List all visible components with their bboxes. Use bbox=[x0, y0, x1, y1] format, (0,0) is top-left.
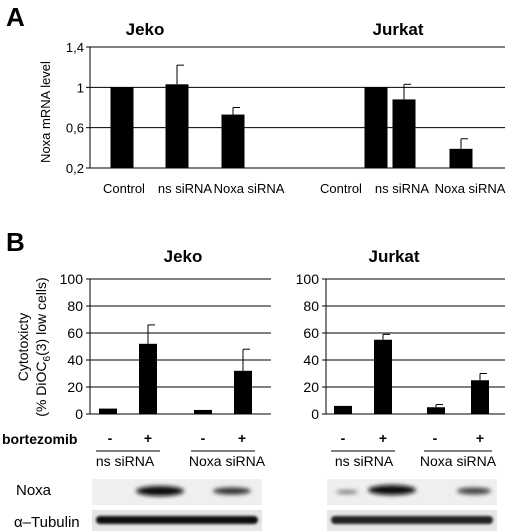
bar-b bbox=[99, 408, 117, 414]
treatment-sign: - bbox=[201, 430, 206, 446]
panel-b-ylabel-line2-post: (3) low cells) bbox=[33, 277, 49, 356]
panel-b-ylabel-line2-sub: 6 bbox=[42, 355, 53, 361]
blot-jurkat-noxa bbox=[327, 479, 497, 505]
bar-a bbox=[165, 84, 189, 168]
ytick-label-b: 60 bbox=[303, 325, 319, 341]
panel-b-ylabel-line2-pre: (% DiOC bbox=[33, 361, 49, 416]
panel-a-title-jeko: Jeko bbox=[126, 20, 165, 39]
treatment-sign: + bbox=[379, 430, 387, 446]
bar-a bbox=[392, 99, 416, 168]
sirna-label-b: ns siRNA bbox=[96, 453, 155, 469]
ytick-label-a: 1 bbox=[77, 80, 84, 95]
treatment-sign: - bbox=[341, 430, 346, 446]
panel-a-title-jurkat: Jurkat bbox=[372, 20, 423, 39]
treatment-sign: + bbox=[238, 430, 246, 446]
treatment-sign: + bbox=[144, 430, 152, 446]
panel-b: B Jeko Jurkat Cytotoxicty (% DiOC6(3) lo… bbox=[2, 227, 505, 531]
bar-a bbox=[110, 87, 134, 168]
ytick-label-b: 80 bbox=[67, 298, 83, 314]
bortezomib-label: bortezomib bbox=[2, 431, 77, 447]
panel-b-letter: B bbox=[6, 227, 25, 257]
category-label-a: Control bbox=[320, 181, 362, 196]
ytick-label-a: 0,6 bbox=[66, 121, 84, 136]
blot-label-tubulin: α–Tubulin bbox=[14, 514, 80, 531]
panel-a-ylabel: Noxa mRNA level bbox=[38, 61, 53, 163]
bar-b bbox=[374, 339, 392, 414]
panel-b-ylabel-line1: Cytotoxicty bbox=[15, 313, 31, 381]
bar-b bbox=[471, 380, 489, 414]
ytick-label-b: 40 bbox=[303, 352, 319, 368]
treatment-sign: - bbox=[108, 430, 113, 446]
bar-b bbox=[139, 343, 157, 414]
bar-b bbox=[427, 407, 445, 414]
panel-b-title-jurkat: Jurkat bbox=[368, 247, 419, 266]
panel-a-letter: A bbox=[6, 2, 25, 32]
panel-b-ylabel-2: (% DiOC6(3) low cells) bbox=[33, 277, 53, 416]
blot-label-noxa: Noxa bbox=[16, 482, 52, 499]
category-label-a: ns siRNA bbox=[375, 181, 430, 196]
panel-b-title-jeko: Jeko bbox=[164, 247, 203, 266]
blot-jeko-tubulin bbox=[92, 510, 262, 531]
bar-a bbox=[221, 114, 245, 168]
category-label-a: ns siRNA bbox=[158, 181, 213, 196]
panel-b-plot-area: 0 20 40 60 80 100 - + - + ns siRNA Noxa siRNA 0 20 40 6… bbox=[60, 271, 505, 469]
bar-a bbox=[364, 87, 388, 168]
ytick-label-b: 20 bbox=[67, 379, 83, 395]
ytick-label-a: 1,4 bbox=[66, 40, 84, 55]
ytick-label-b: 100 bbox=[296, 271, 320, 287]
category-label-a: Noxa siRNA bbox=[435, 181, 506, 196]
blot-jurkat-tubulin bbox=[327, 510, 497, 531]
ytick-label-b: 100 bbox=[60, 271, 84, 287]
blot-jeko-noxa bbox=[92, 479, 262, 505]
treatment-sign: + bbox=[476, 430, 484, 446]
ytick-label-a: 0,2 bbox=[66, 161, 84, 176]
panel-a: A Jeko Jurkat Noxa mRNA level 0,2 0,6 1 1,4… bbox=[6, 2, 506, 196]
category-label-a: Control bbox=[103, 181, 145, 196]
bar-b bbox=[194, 409, 212, 414]
ytick-label-b: 80 bbox=[303, 298, 319, 314]
ytick-label-b: 60 bbox=[67, 325, 83, 341]
ytick-label-b: 20 bbox=[303, 379, 319, 395]
sirna-label-b: Noxa siRNA bbox=[420, 453, 497, 469]
ytick-label-b: 40 bbox=[67, 352, 83, 368]
ytick-label-b: 0 bbox=[75, 406, 83, 422]
sirna-label-b: ns siRNA bbox=[335, 453, 394, 469]
panel-b-ylabel: Cytotoxicty bbox=[15, 313, 31, 381]
bar-a bbox=[449, 148, 473, 168]
bar-b bbox=[234, 370, 252, 414]
bar-b bbox=[334, 405, 352, 414]
sirna-label-b: Noxa siRNA bbox=[189, 453, 266, 469]
category-label-a: Noxa siRNA bbox=[214, 181, 285, 196]
ytick-label-b: 0 bbox=[311, 406, 319, 422]
treatment-sign: - bbox=[433, 430, 438, 446]
